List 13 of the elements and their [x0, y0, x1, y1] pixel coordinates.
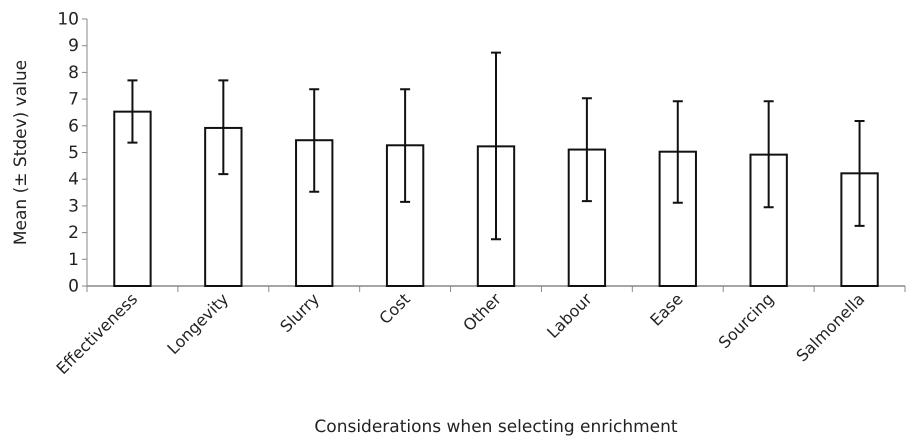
y-tick-label: 4	[68, 170, 79, 190]
y-axis-title: Mean (± Stdev) value	[11, 60, 31, 246]
y-tick-label: 8	[68, 62, 79, 83]
y-tick-label: 6	[68, 116, 79, 136]
y-tick-label: 5	[68, 142, 79, 163]
y-tick-label: 7	[68, 90, 79, 110]
y-tick-label: 10	[57, 9, 79, 30]
y-tick-label: 3	[68, 196, 79, 216]
y-tick-label: 1	[68, 250, 79, 270]
x-axis-title: Considerations when selecting enrichment	[314, 417, 678, 437]
y-tick-label: 9	[68, 36, 79, 56]
y-tick-label: 2	[68, 223, 79, 244]
y-tick-label: 0	[68, 276, 79, 296]
